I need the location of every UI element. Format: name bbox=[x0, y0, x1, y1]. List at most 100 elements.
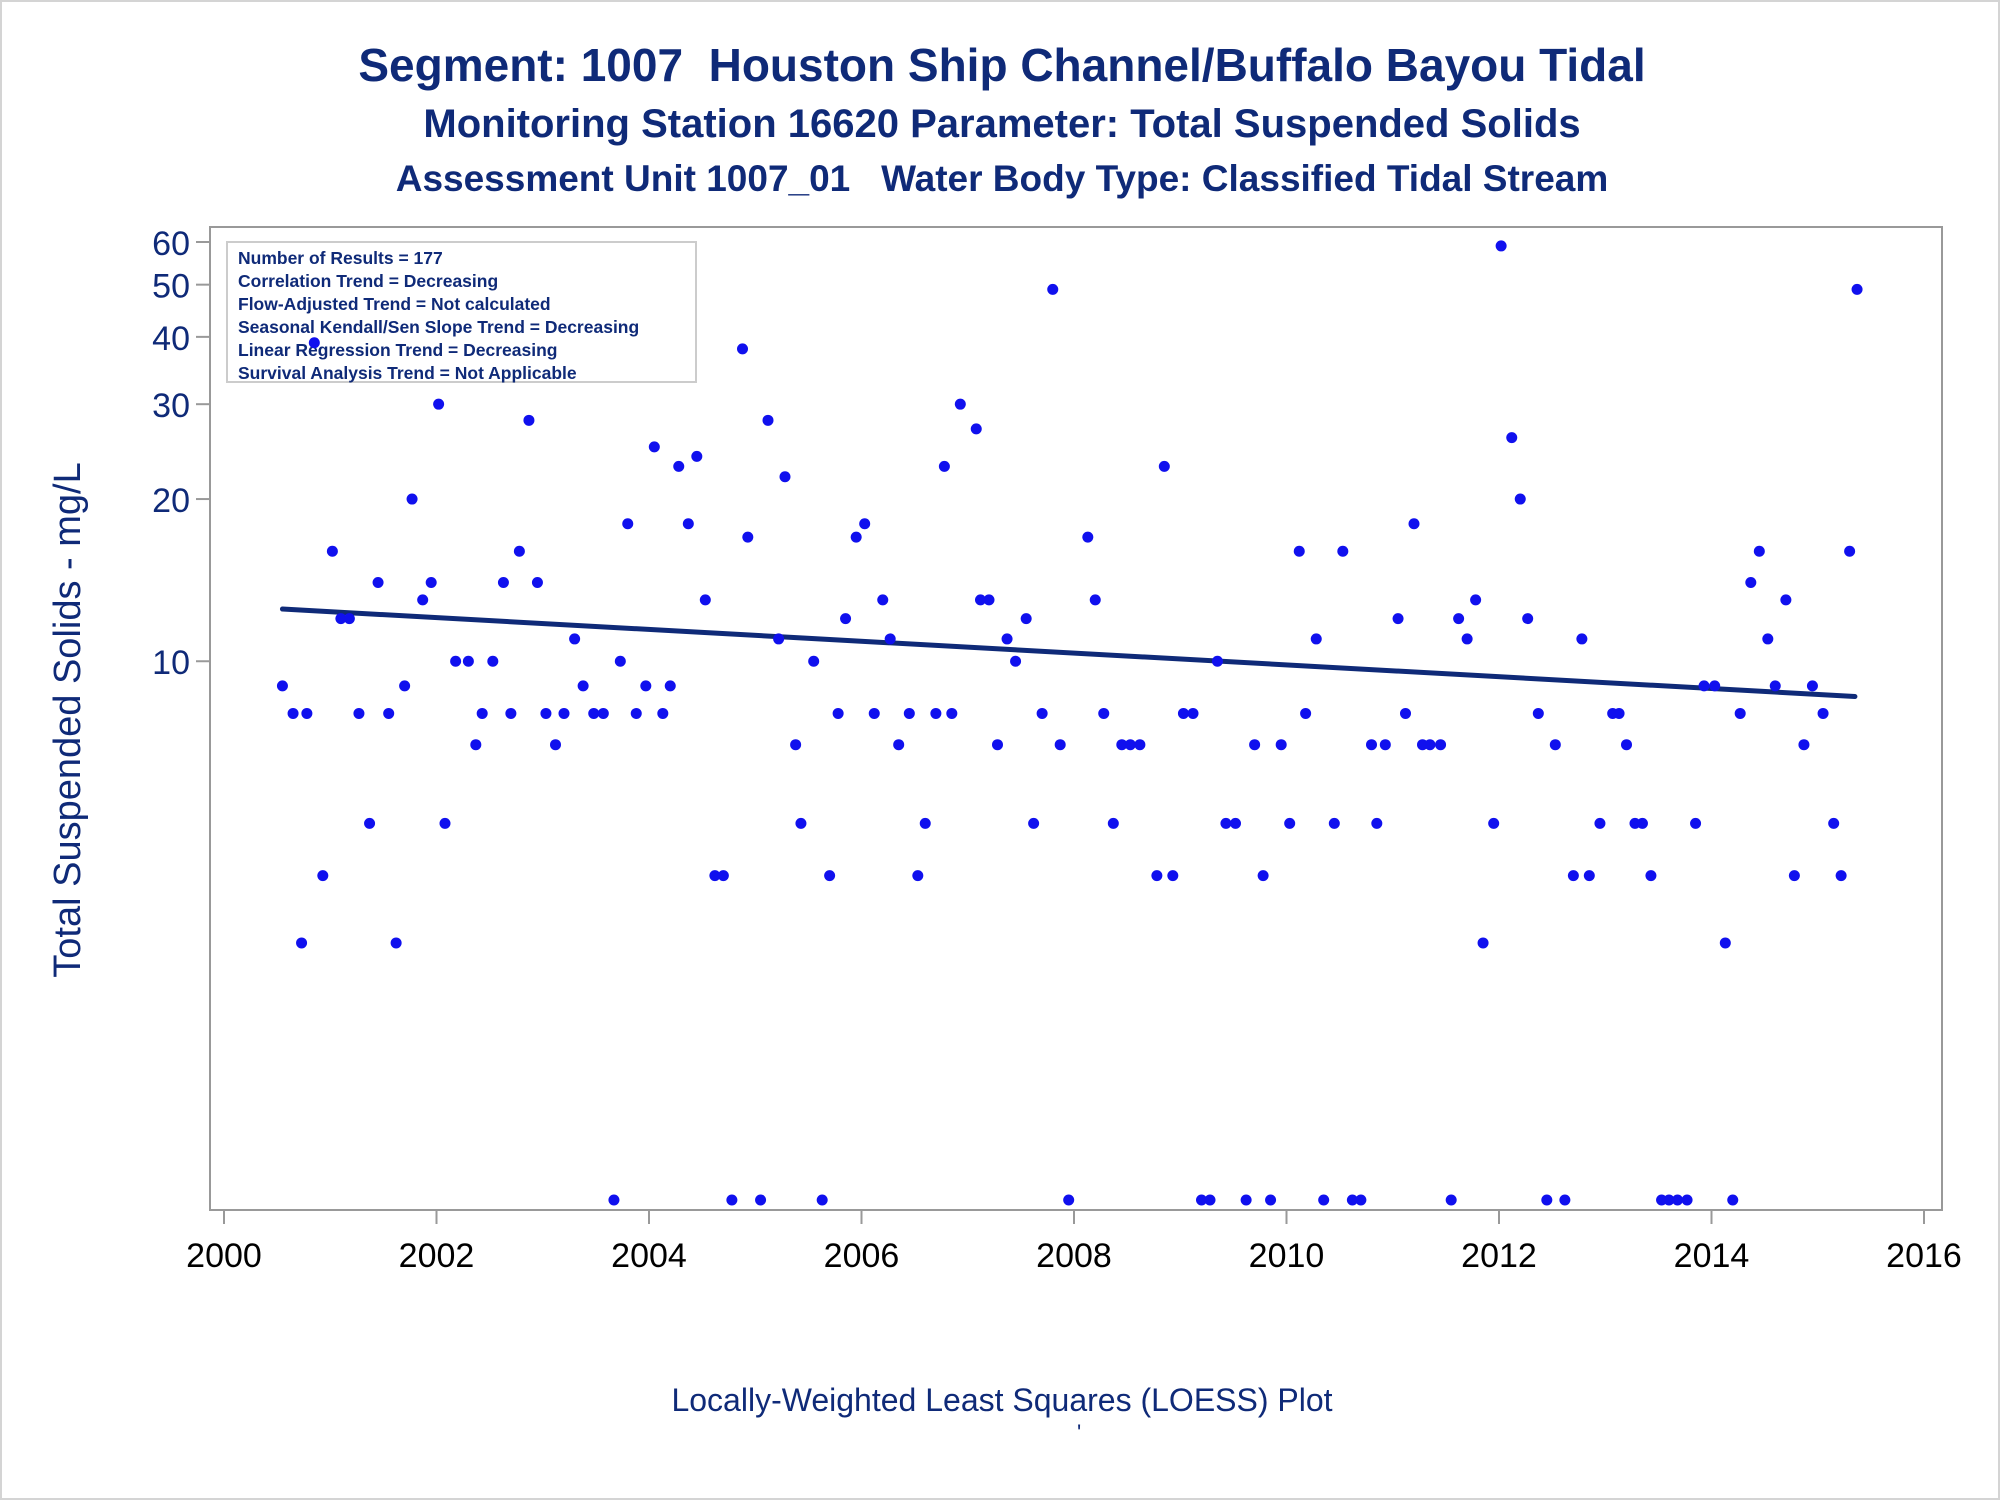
stats-box-line: Seasonal Kendall/Sen Slope Trend = Decre… bbox=[238, 317, 639, 337]
data-point bbox=[433, 398, 445, 410]
data-point bbox=[884, 633, 896, 645]
data-point bbox=[1690, 817, 1702, 829]
data-point bbox=[992, 739, 1003, 751]
data-point bbox=[903, 707, 915, 719]
data-point bbox=[840, 613, 852, 625]
data-point bbox=[682, 518, 694, 530]
loess-trend-line bbox=[279, 606, 1858, 700]
data-point bbox=[1583, 870, 1595, 882]
data-point bbox=[1371, 817, 1383, 829]
data-point bbox=[1082, 531, 1094, 543]
data-point bbox=[497, 577, 509, 589]
data-point bbox=[476, 707, 488, 719]
data-point bbox=[523, 414, 535, 426]
data-point bbox=[296, 937, 308, 949]
data-point bbox=[1709, 680, 1721, 692]
data-point bbox=[1230, 817, 1241, 829]
data-point bbox=[1522, 613, 1534, 625]
data-point bbox=[1453, 613, 1465, 625]
data-point bbox=[383, 707, 395, 719]
data-point bbox=[1719, 937, 1731, 949]
trend-layer bbox=[279, 606, 1858, 700]
data-point bbox=[657, 707, 669, 719]
data-point bbox=[1310, 633, 1322, 645]
data-point bbox=[439, 817, 451, 829]
data-point bbox=[816, 1194, 828, 1206]
data-point bbox=[1681, 1194, 1693, 1206]
stats-box-line: Number of Results = 177 bbox=[238, 248, 443, 268]
data-point bbox=[1107, 817, 1119, 829]
data-point bbox=[1300, 707, 1312, 719]
data-point bbox=[1734, 707, 1746, 719]
data-point bbox=[1477, 937, 1489, 949]
data-point bbox=[1355, 1194, 1367, 1206]
data-point bbox=[1408, 518, 1420, 530]
data-point bbox=[1211, 655, 1223, 667]
data-point bbox=[726, 1194, 738, 1206]
x-tick-label: 2000 bbox=[186, 1237, 262, 1275]
data-point bbox=[1817, 707, 1829, 719]
x-tick-label: 2010 bbox=[1249, 1237, 1325, 1275]
data-point bbox=[1835, 870, 1847, 882]
stats-box-line: Linear Regression Trend = Decreasing bbox=[238, 340, 558, 360]
x-tick-label: 2016 bbox=[1886, 1237, 1962, 1275]
data-point bbox=[1098, 707, 1110, 719]
y-tick-label: 30 bbox=[152, 387, 190, 425]
data-point bbox=[1240, 1194, 1252, 1206]
data-point bbox=[1134, 739, 1146, 751]
data-point bbox=[1158, 460, 1170, 472]
data-point bbox=[622, 518, 634, 530]
chart-title: Segment: 1007 Houston Ship Channel/Buffa… bbox=[358, 39, 1646, 91]
y-tick-label: 60 bbox=[152, 225, 190, 263]
data-point bbox=[1366, 739, 1377, 751]
data-point bbox=[1020, 613, 1032, 625]
data-point bbox=[824, 870, 836, 882]
y-axis: 10 20 30 40 50 60 bbox=[152, 225, 211, 1210]
data-point bbox=[1167, 870, 1179, 882]
data-point bbox=[1328, 817, 1340, 829]
data-point bbox=[550, 739, 561, 751]
data-point bbox=[326, 545, 338, 557]
data-point bbox=[742, 531, 754, 543]
data-point bbox=[287, 707, 299, 719]
data-point bbox=[1636, 817, 1648, 829]
data-point bbox=[1435, 739, 1447, 751]
data-point bbox=[1379, 739, 1391, 751]
data-point bbox=[1151, 870, 1163, 882]
y-tick-label: 10 bbox=[152, 644, 190, 682]
data-point bbox=[868, 707, 880, 719]
data-point bbox=[425, 577, 437, 589]
data-point bbox=[1488, 817, 1500, 829]
data-point bbox=[301, 707, 313, 719]
data-point bbox=[717, 870, 729, 882]
data-point bbox=[1063, 1194, 1075, 1206]
data-point bbox=[1672, 1194, 1683, 1206]
data-point bbox=[709, 870, 721, 882]
data-point bbox=[790, 739, 802, 751]
data-point bbox=[577, 680, 589, 692]
data-point bbox=[614, 655, 626, 667]
data-point bbox=[1470, 594, 1482, 606]
data-point bbox=[1177, 707, 1189, 719]
data-point bbox=[372, 577, 384, 589]
data-point bbox=[1028, 817, 1040, 829]
data-point bbox=[343, 613, 355, 625]
data-point bbox=[893, 739, 905, 751]
data-point bbox=[1514, 493, 1526, 505]
data-point bbox=[1613, 707, 1625, 719]
data-point bbox=[1392, 613, 1404, 625]
data-point bbox=[450, 655, 462, 667]
data-point bbox=[531, 577, 543, 589]
data-point bbox=[417, 594, 429, 606]
data-point bbox=[737, 343, 748, 355]
data-point bbox=[1275, 739, 1287, 751]
y-tick-label: 50 bbox=[152, 268, 190, 306]
data-point bbox=[1549, 739, 1561, 751]
data-point bbox=[946, 707, 958, 719]
data-point bbox=[1424, 739, 1436, 751]
data-point bbox=[1265, 1194, 1277, 1206]
data-point bbox=[1780, 594, 1792, 606]
data-point bbox=[673, 460, 685, 472]
data-point bbox=[1762, 633, 1774, 645]
x-tick-label: 2014 bbox=[1674, 1237, 1750, 1275]
